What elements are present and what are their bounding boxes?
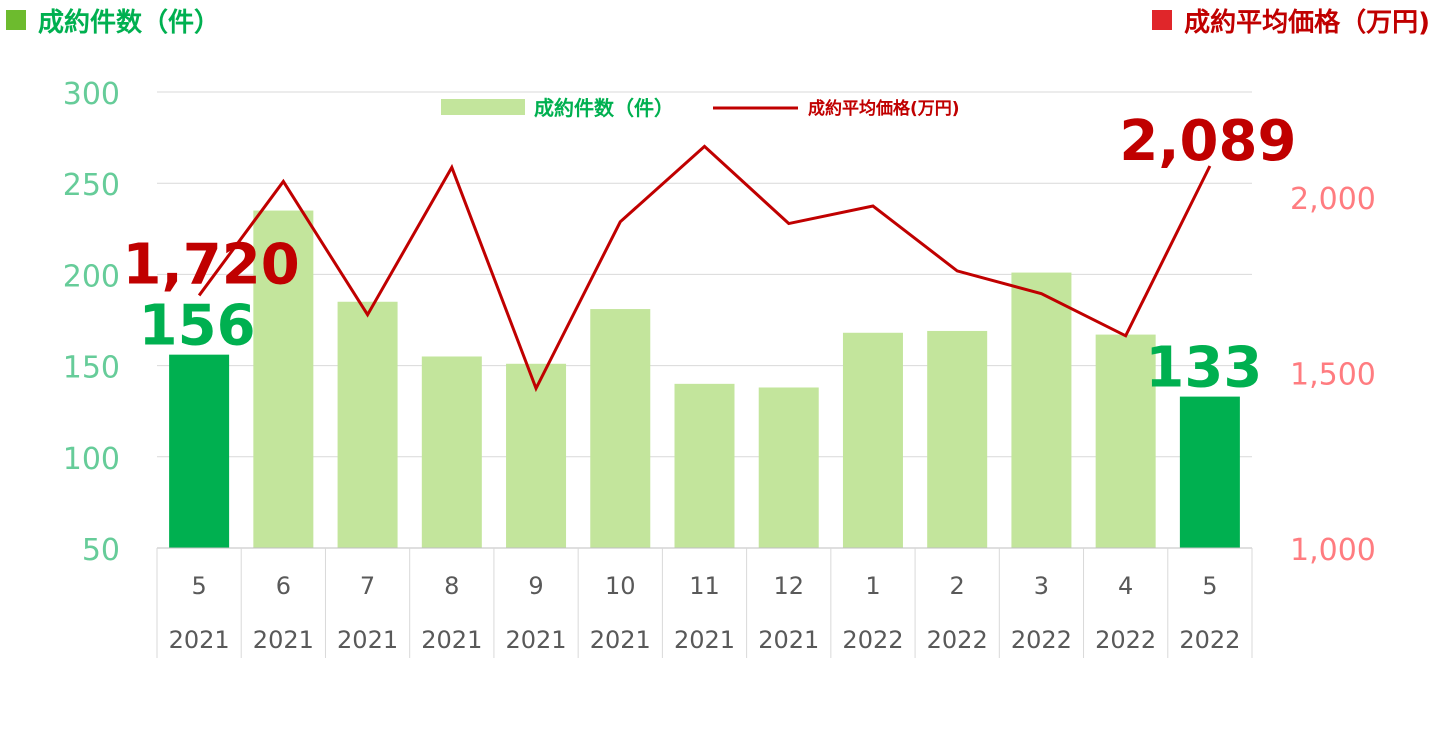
bar: [1095, 334, 1156, 548]
left-tick-label: 150: [63, 351, 120, 386]
bar: [506, 363, 567, 548]
right-axis-title: 成約平均価格（万円): [1152, 2, 1430, 39]
left-axis-title-text: 成約件数（件）: [38, 8, 221, 38]
month-label: 5: [191, 572, 206, 600]
right-tick-label: 1,000: [1290, 533, 1376, 568]
left-tick-label: 300: [63, 77, 120, 112]
year-label: 2022: [842, 626, 903, 654]
right-tick-label: 1,500: [1290, 358, 1376, 393]
bar: [1179, 396, 1240, 548]
bar: [927, 330, 988, 548]
left-tick-label: 200: [63, 259, 120, 294]
bar: [337, 301, 398, 548]
count-data-label: 133: [1145, 336, 1262, 401]
month-label: 1: [865, 572, 880, 600]
bar: [1011, 272, 1072, 548]
month-label: 3: [1034, 572, 1049, 600]
red-square-icon: [1152, 10, 1173, 30]
year-label: 2022: [927, 626, 988, 654]
bar: [169, 354, 230, 548]
bar: [758, 387, 819, 548]
year-label: 2022: [1179, 626, 1240, 654]
left-tick-label: 100: [63, 442, 120, 477]
month-label: 4: [1118, 572, 1133, 600]
legend: 成約件数（件） 成約平均価格(万円): [441, 96, 960, 120]
legend-bar-swatch: [441, 99, 525, 115]
left-tick-label: 250: [63, 168, 120, 203]
month-label: 7: [360, 572, 375, 600]
month-label: 11: [689, 572, 720, 600]
line-series: [197, 144, 1212, 393]
bar: [421, 356, 482, 548]
right-tick-label: 2,000: [1290, 182, 1376, 217]
bar: [674, 383, 735, 548]
month-label: 2: [950, 572, 965, 600]
month-label: 5: [1202, 572, 1217, 600]
legend-line-label: 成約平均価格(万円): [808, 98, 960, 119]
count-data-label: 156: [139, 294, 256, 359]
axes: 50 100 150 200 250 300 1,000 1,500 2,000: [63, 77, 1376, 568]
left-axis-title: 成約件数（件）: [6, 2, 220, 39]
year-label: 2021: [169, 626, 230, 654]
legend-bar-label: 成約件数（件）: [534, 96, 674, 120]
month-label: 12: [773, 572, 804, 600]
year-label: 2021: [253, 626, 314, 654]
category-axis: 5202162021720218202192021102021112021122…: [156, 548, 1253, 658]
year-label: 2021: [337, 626, 398, 654]
month-label: 6: [276, 572, 291, 600]
bar: [590, 309, 651, 548]
month-label: 8: [444, 572, 459, 600]
year-label: 2021: [590, 626, 651, 654]
year-label: 2022: [1095, 626, 1156, 654]
bar: [842, 332, 903, 548]
year-label: 2021: [505, 626, 566, 654]
right-axis-title-text: 成約平均価格（万円): [1184, 8, 1430, 38]
price-data-label: 2,089: [1119, 109, 1296, 174]
bar: [253, 210, 314, 548]
bar-series: [169, 210, 1240, 548]
left-tick-label: 50: [82, 533, 120, 568]
price-data-label: 1,720: [123, 232, 300, 297]
month-label: 10: [605, 572, 636, 600]
year-label: 2021: [758, 626, 819, 654]
year-label: 2021: [421, 626, 482, 654]
green-square-icon: [6, 10, 26, 30]
year-label: 2022: [1011, 626, 1072, 654]
month-label: 9: [528, 572, 543, 600]
price-line: [197, 144, 1212, 393]
year-label: 2021: [674, 626, 735, 654]
data-labels: 156 133 1,720 2,089: [123, 109, 1297, 401]
